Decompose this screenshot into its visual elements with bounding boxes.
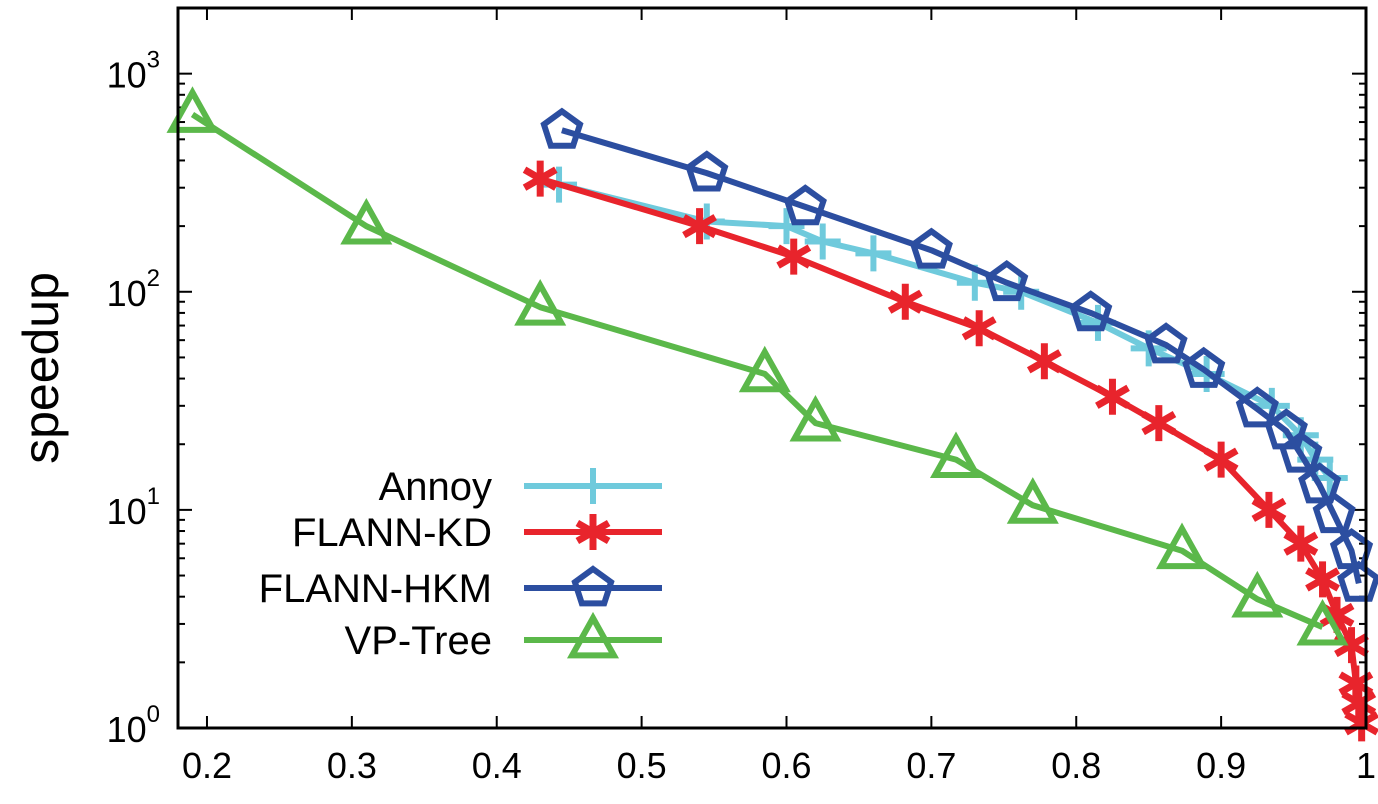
data-point-flann-kd-stroke-2 <box>887 289 923 314</box>
legend-item-flann-kd: FLANN-KD <box>292 511 662 555</box>
y-tick-exponent: 0 <box>147 701 160 728</box>
y-tick-label: 101 <box>107 483 160 532</box>
series-vp-tree <box>166 86 1349 646</box>
x-tick-label: 1 <box>1356 745 1376 786</box>
series-flann-hkm <box>540 107 1378 602</box>
data-point-flann-kd <box>1283 525 1319 562</box>
data-point-annoy <box>855 235 892 272</box>
data-point-flann-kd-stroke-2 <box>1334 633 1369 658</box>
y-tick-label: 100 <box>107 701 160 750</box>
data-point-vp-tree <box>738 345 791 393</box>
y-axis-title: speedup <box>13 272 69 464</box>
data-point-flann-kd <box>1203 441 1239 478</box>
legend-item-flann-hkm: FLANN-HKM <box>259 565 662 611</box>
legend-marker-flann-hkm <box>571 565 615 607</box>
legend-marker-flann-kd <box>575 514 611 550</box>
series-line-flann-hkm <box>561 127 1362 585</box>
data-point-flann-hkm <box>1298 462 1342 504</box>
y-tick-exponent: 3 <box>147 47 160 74</box>
data-point-flann-hkm <box>1069 290 1113 332</box>
data-point-flann-kd-stroke-2 <box>1203 447 1239 472</box>
data-point-flann-hkm <box>1337 560 1378 602</box>
data-point-flann-kd-stroke-2 <box>1095 384 1130 409</box>
data-point-flann-kd <box>522 160 558 197</box>
data-point-vp-tree <box>340 197 393 245</box>
data-point-flann-kd-stroke-2 <box>1305 567 1340 592</box>
data-point-vp-tree <box>1296 599 1349 646</box>
data-point-vp-tree <box>1231 570 1284 618</box>
data-point-flann-hkm <box>1235 386 1279 428</box>
plot-frame <box>176 6 1368 730</box>
data-point-flann-kd <box>1305 561 1340 598</box>
data-point-flann-kd-stroke-2 <box>522 166 558 191</box>
data-point-flann-hkm <box>1182 346 1226 388</box>
y-tick-base: 10 <box>107 709 147 750</box>
data-point-flann-hkm <box>1312 491 1356 534</box>
legend-item-annoy: Annoy <box>379 465 662 509</box>
series-line-annoy <box>558 181 1333 480</box>
data-point-annoy <box>804 223 841 260</box>
data-point-flann-kd-stroke-2 <box>1141 411 1177 436</box>
data-point-flann-kd <box>776 238 812 275</box>
data-point-flann-hkm <box>540 107 584 149</box>
x-tick-label: 0.9 <box>1196 745 1246 786</box>
data-point-flann-kd <box>1095 378 1130 415</box>
data-point-flann-hkm <box>985 259 1029 302</box>
x-tick-label: 0.8 <box>1051 745 1101 786</box>
legend-marker-vp-tree <box>566 611 620 659</box>
data-point-flann-kd-stroke-2 <box>682 214 717 239</box>
legend-label: FLANN-HKM <box>259 567 492 611</box>
data-point-flann-hkm <box>783 184 827 226</box>
y-tick-base: 10 <box>107 55 147 96</box>
data-point-flann-kd-stroke-2 <box>1319 602 1355 627</box>
data-point-flann-kd-stroke-2 <box>1341 691 1377 716</box>
legend-marker-annoy <box>575 468 611 504</box>
data-point-flann-hkm <box>1279 431 1323 473</box>
y-tick-base: 10 <box>107 491 147 532</box>
y-tick-label: 102 <box>107 265 160 314</box>
data-point-flann-kd-stroke-2 <box>1283 531 1319 556</box>
data-point-flann-kd-stroke-2 <box>1026 349 1062 374</box>
data-point-flann-kd <box>1141 405 1177 442</box>
legend-label: Annoy <box>379 465 492 509</box>
x-tick-label: 0.6 <box>761 745 811 786</box>
legend-item-vp-tree: VP-Tree <box>345 611 662 663</box>
data-point-vp-tree <box>166 86 219 133</box>
y-tick-label: 103 <box>107 47 160 96</box>
data-point-flann-kd <box>682 208 717 245</box>
x-tick-label: 0.7 <box>906 745 956 786</box>
y-tick-base: 10 <box>107 273 147 314</box>
x-tick-label: 0.5 <box>617 745 667 786</box>
y-tick-exponent: 2 <box>147 265 160 292</box>
data-point-flann-kd <box>887 283 923 320</box>
data-point-flann-hkm <box>685 150 729 192</box>
data-point-flann-kd-stroke-2 <box>1251 497 1287 522</box>
data-point-annoy <box>768 208 805 245</box>
y-tick-exponent: 1 <box>147 483 160 510</box>
data-point-flann-kd-stroke-2 <box>776 244 812 269</box>
data-point-flann-kd <box>961 310 997 347</box>
legend-label: FLANN-KD <box>292 511 492 555</box>
series-line-vp-tree <box>190 111 1324 630</box>
data-point-flann-kd <box>1251 491 1287 528</box>
legend-label: VP-Tree <box>345 619 492 663</box>
data-point-vp-tree <box>929 431 983 478</box>
data-point-vp-tree <box>514 279 567 326</box>
legend-marker-flann-kd-stroke-2 <box>575 519 611 545</box>
data-point-flann-kd <box>1026 343 1062 380</box>
x-axis: 0.2 0.3 0.4 0.5 0.6 0.7 0.8 0.9 1 <box>182 8 1376 786</box>
data-point-flann-hkm <box>909 227 953 269</box>
plot-series <box>166 86 1378 742</box>
data-point-vp-tree <box>1006 477 1059 524</box>
data-point-flann-kd-stroke-2 <box>961 316 997 341</box>
x-tick-label: 0.4 <box>472 745 522 786</box>
x-tick-label: 0.2 <box>182 745 232 786</box>
data-point-flann-hkm <box>1144 322 1188 364</box>
x-tick-label: 0.3 <box>327 745 377 786</box>
data-point-vp-tree <box>1155 522 1209 570</box>
data-point-vp-tree <box>789 394 842 442</box>
